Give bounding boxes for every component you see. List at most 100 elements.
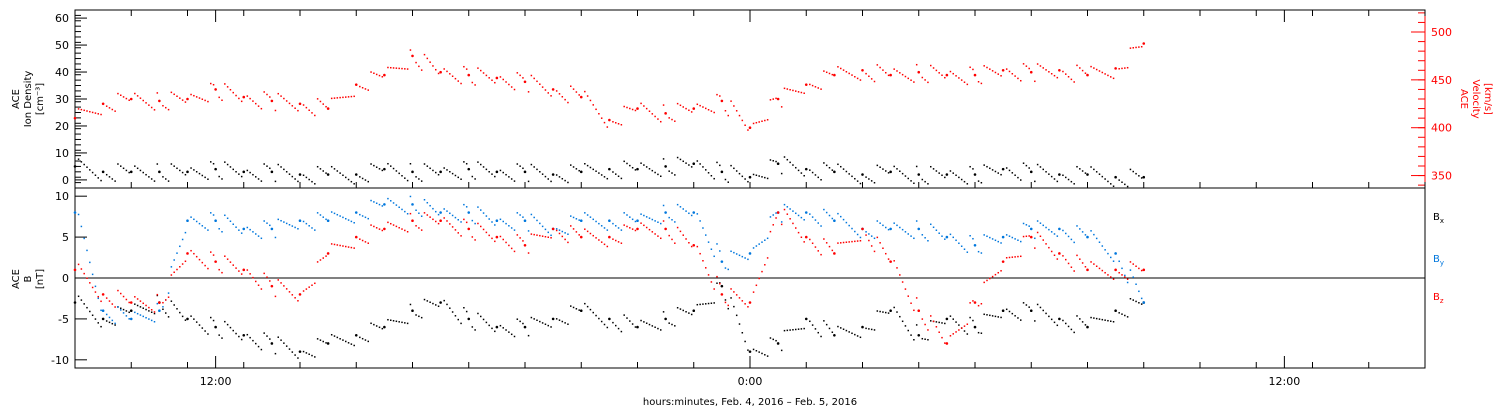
- data-point: [640, 102, 642, 105]
- data-point: [336, 97, 339, 99]
- data-point: [429, 216, 431, 218]
- data-point: [997, 240, 999, 243]
- data-point: [378, 228, 381, 230]
- data-point: [263, 220, 265, 222]
- data-point: [856, 240, 859, 242]
- data-point: [167, 180, 170, 182]
- data-point: [702, 106, 704, 108]
- data-point: [1101, 175, 1104, 178]
- data-point: [1014, 315, 1016, 317]
- data-point: [1114, 67, 1117, 70]
- data-point: [142, 99, 144, 102]
- data-point: [398, 67, 400, 70]
- data-point: [921, 337, 924, 340]
- data-point: [226, 163, 229, 166]
- data-point: [851, 175, 853, 178]
- data-point: [451, 311, 454, 313]
- data-point: [1101, 245, 1104, 247]
- data-point: [938, 321, 940, 324]
- data-point: [1058, 68, 1061, 72]
- data-point: [449, 212, 451, 215]
- data-point: [477, 222, 479, 225]
- data-point: [761, 120, 763, 122]
- data-point: [435, 304, 437, 306]
- data-point: [769, 216, 772, 218]
- data-point: [224, 161, 226, 163]
- data-point: [510, 178, 513, 180]
- data-point: [1084, 72, 1087, 74]
- data-point: [1124, 183, 1126, 186]
- data-point: [1028, 306, 1030, 308]
- data-point: [1129, 168, 1132, 171]
- data-point: [156, 163, 159, 165]
- data-point: [1029, 235, 1033, 239]
- data-point: [800, 216, 803, 219]
- data-point: [214, 325, 217, 329]
- data-point: [446, 303, 448, 306]
- data-point: [156, 293, 159, 296]
- data-point: [629, 107, 631, 110]
- data-point: [330, 243, 333, 245]
- data-point: [955, 75, 957, 77]
- data-point: [319, 100, 322, 103]
- data-point: [854, 240, 856, 243]
- data-point: [674, 221, 676, 223]
- data-point: [86, 110, 88, 112]
- data-point: [789, 161, 791, 164]
- data-point: [733, 291, 735, 293]
- data-point: [932, 67, 935, 69]
- data-point: [608, 219, 611, 223]
- data-point: [305, 176, 308, 179]
- data-point: [162, 308, 164, 311]
- data-point: [139, 169, 142, 172]
- data-point: [142, 307, 144, 309]
- data-point: [1112, 260, 1115, 262]
- data-point: [523, 80, 527, 84]
- data-point: [170, 274, 173, 276]
- data-point: [423, 298, 426, 301]
- data-point: [648, 323, 651, 326]
- data-point: [465, 310, 468, 313]
- data-point: [640, 319, 642, 322]
- y-label-b-line-3: [nT]: [35, 269, 46, 289]
- data-point: [960, 79, 963, 81]
- data-point: [820, 225, 822, 227]
- data-point: [989, 277, 991, 280]
- data-point: [1029, 70, 1033, 74]
- data-point: [342, 245, 344, 247]
- data-point: [297, 228, 299, 230]
- data-point: [876, 236, 879, 239]
- data-point: [910, 180, 912, 182]
- data-point: [165, 312, 167, 314]
- data-point: [1020, 255, 1022, 258]
- data-point: [935, 170, 938, 172]
- data-point: [480, 163, 482, 166]
- data-point: [224, 83, 226, 85]
- data-point: [634, 109, 637, 112]
- data-point: [735, 170, 738, 172]
- data-point: [308, 225, 310, 227]
- data-point: [285, 345, 288, 347]
- data-point: [101, 170, 105, 174]
- data-point: [899, 315, 901, 318]
- data-point: [1050, 250, 1053, 253]
- data-point: [305, 222, 308, 225]
- data-point: [752, 247, 755, 249]
- data-point: [129, 97, 133, 101]
- data-point: [229, 166, 232, 168]
- data-point: [643, 164, 645, 166]
- data-point: [904, 288, 907, 290]
- data-point: [210, 161, 212, 163]
- data-point: [1124, 274, 1126, 277]
- data-point: [193, 94, 195, 97]
- data-point: [741, 332, 744, 334]
- data-point: [1132, 299, 1134, 301]
- data-point: [924, 338, 926, 340]
- data-point: [314, 183, 316, 185]
- data-point: [713, 177, 715, 180]
- data-point: [353, 344, 355, 347]
- data-point: [314, 356, 316, 358]
- data-point: [94, 291, 97, 293]
- data-point: [989, 236, 991, 239]
- data-point: [662, 311, 665, 313]
